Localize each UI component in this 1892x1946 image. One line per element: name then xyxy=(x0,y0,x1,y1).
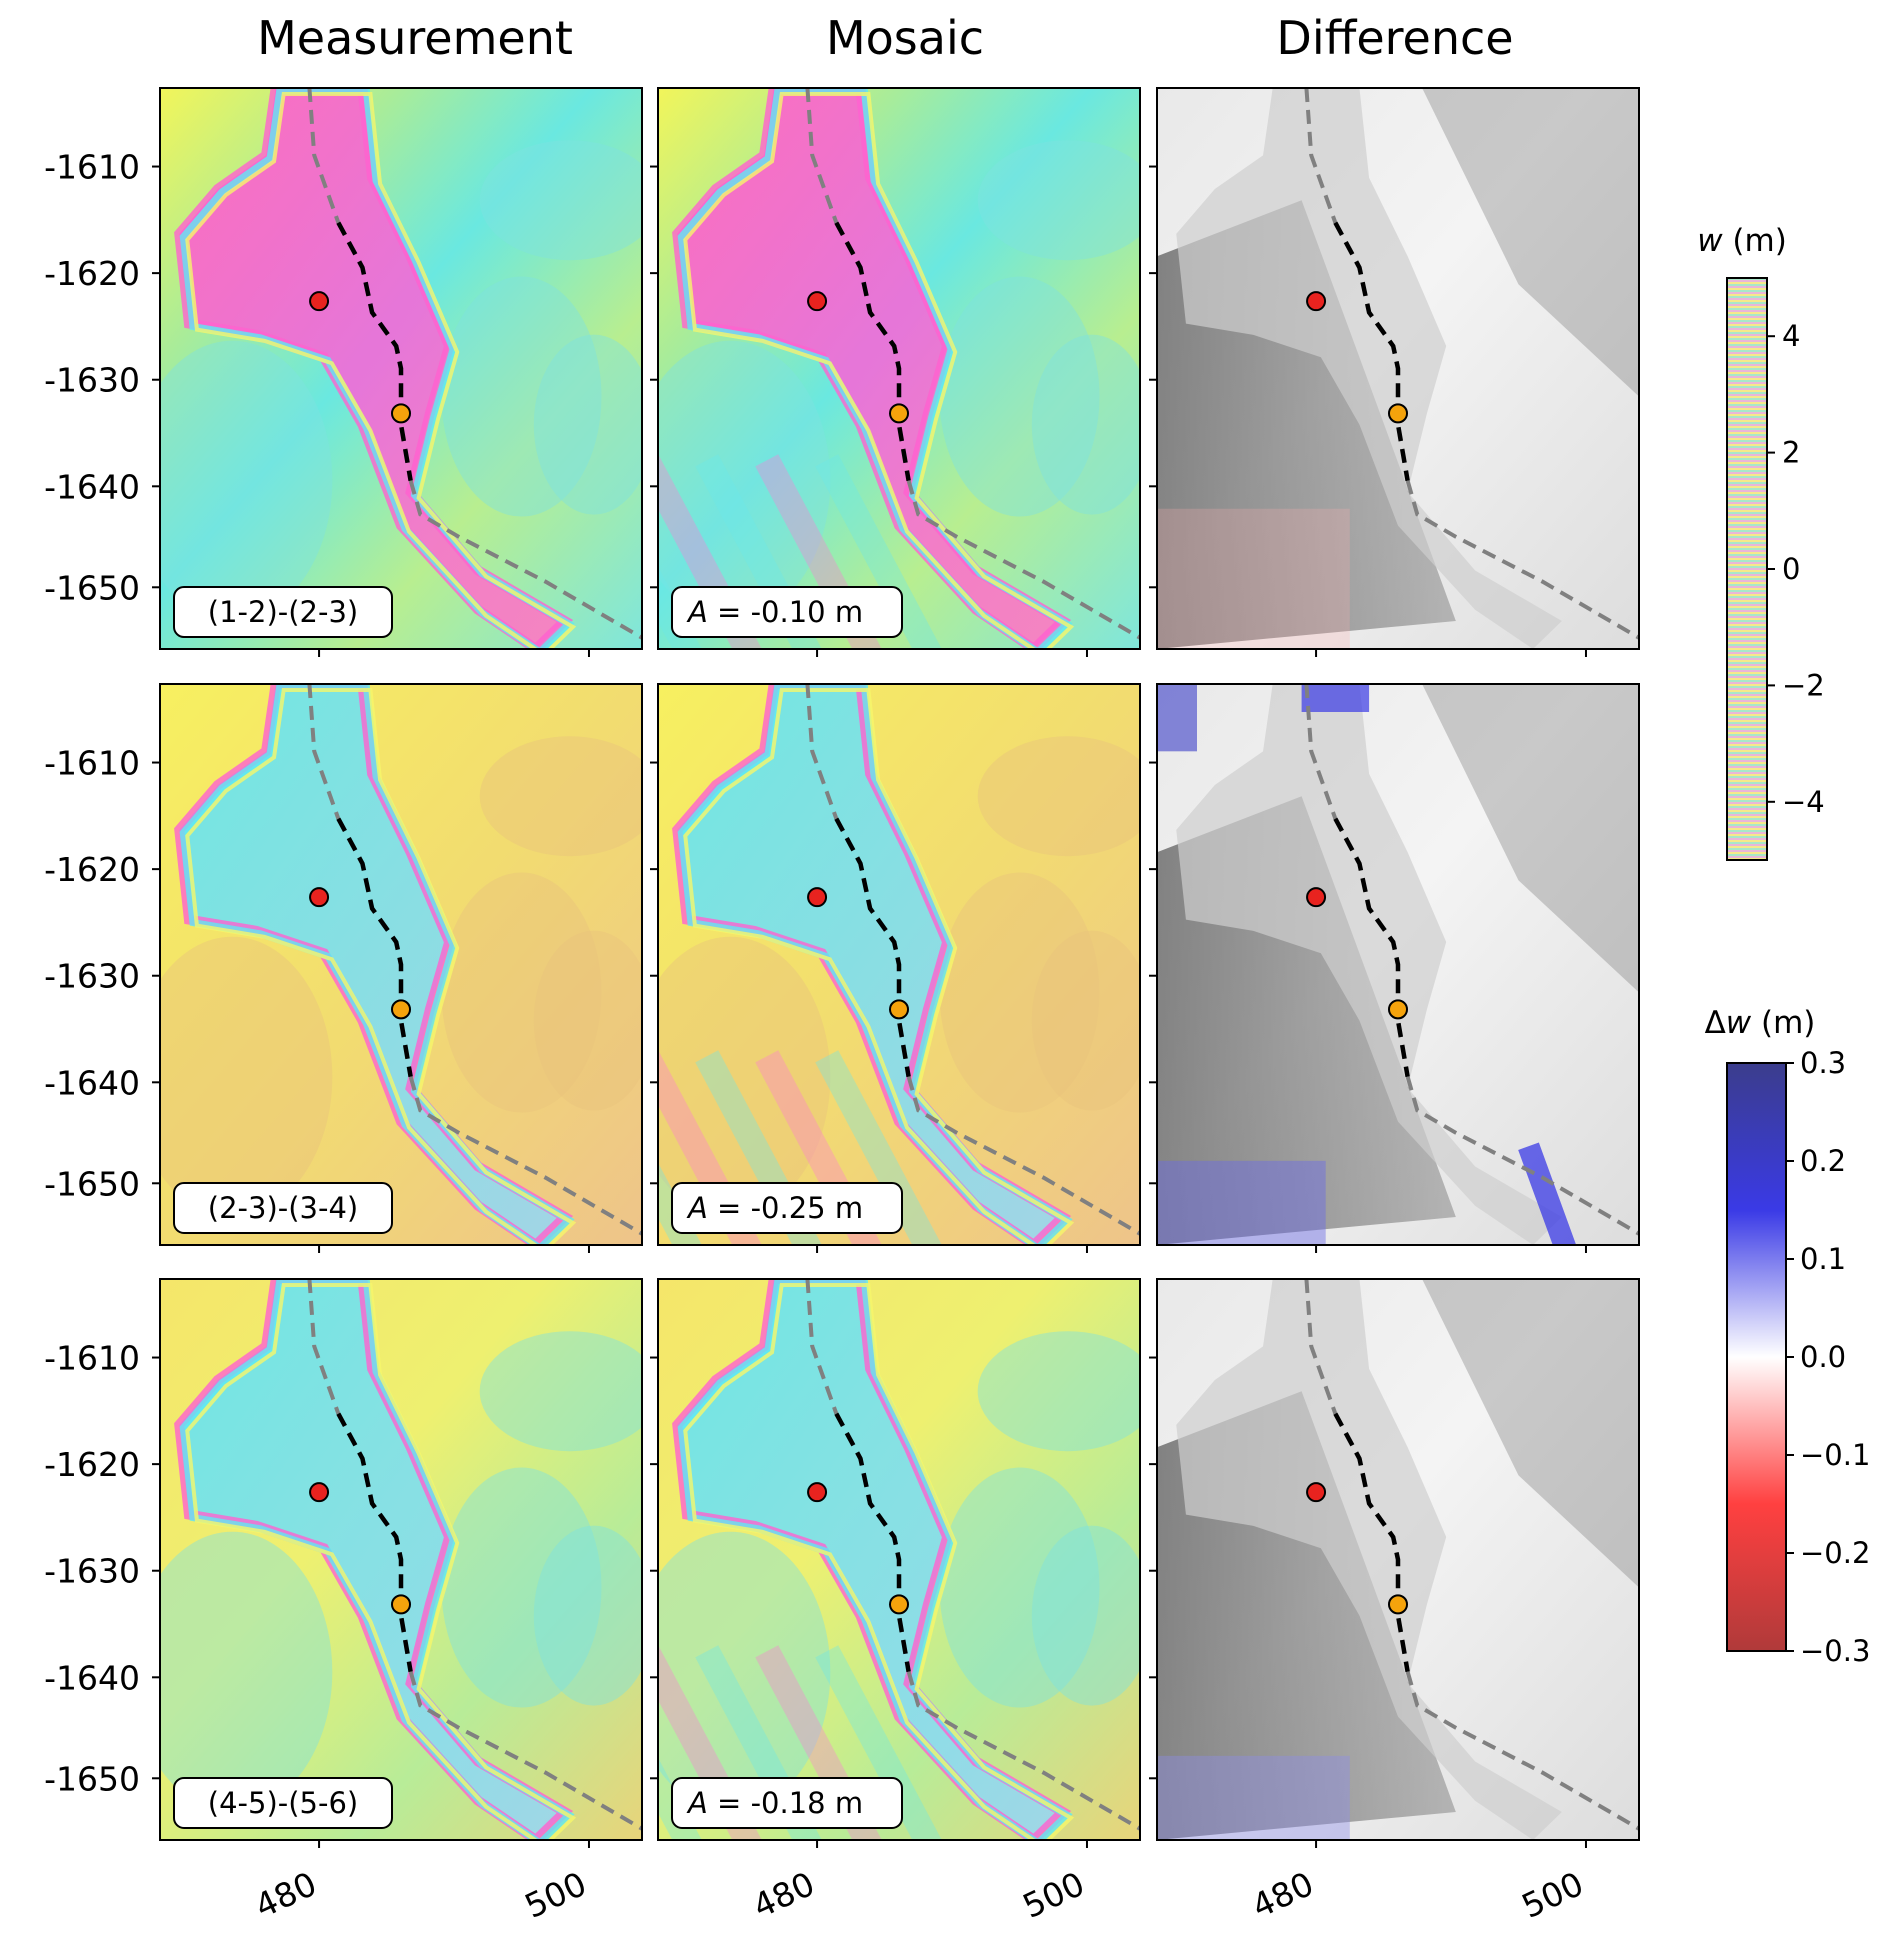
y-tick-label: -1620 xyxy=(44,254,140,293)
measurement-pair-label: (2-3)-(3-4) xyxy=(208,1191,358,1225)
lower-marker-dot xyxy=(391,403,411,424)
panel-frame xyxy=(1156,683,1640,1246)
panel-frame xyxy=(657,87,1141,650)
colorbar-tick-label: −0.2 xyxy=(1800,1536,1870,1570)
y-tick-label: -1640 xyxy=(44,467,140,506)
colorbar-w-ticks: 4 2 0 −2 −4 xyxy=(1767,319,1825,819)
lower-marker-dot xyxy=(1388,1594,1408,1615)
y-tick-label: -1610 xyxy=(44,148,140,187)
panel-frame xyxy=(1156,87,1640,650)
upper-marker-dot xyxy=(1306,291,1327,312)
colorbar-dw-bar xyxy=(1726,1062,1787,1652)
mosaic-amplitude-label: A = -0.10 m xyxy=(686,595,863,629)
x-tick-labels: 480 500 480 500 480 500 xyxy=(249,1864,1589,1926)
colorbar-w-bar xyxy=(1726,277,1768,861)
y-tick-label: -1610 xyxy=(44,1339,140,1378)
colorbar-tick-label: −2 xyxy=(1782,668,1825,702)
x-tick-label: 500 xyxy=(1516,1864,1590,1926)
y-tick-label: -1650 xyxy=(44,568,140,607)
colorbar-tick-label: −4 xyxy=(1782,785,1825,819)
lower-marker-dot xyxy=(391,1594,411,1615)
upper-marker-dot xyxy=(309,887,330,908)
panel-mosaic-row-3: A = -0.18 m xyxy=(650,1278,1141,1848)
column-title-mosaic: Mosaic xyxy=(826,11,984,65)
x-tick-label: 500 xyxy=(1017,1864,1091,1926)
colorbar-w: w (m) 4 2 0 −2 −4 xyxy=(1697,223,1825,861)
y-tick-label: -1650 xyxy=(44,1164,140,1203)
panel-grid: (1-2)-(2-3) A = -0.10 m (2-3)-(3-4) A = -0.… xyxy=(152,87,1640,1848)
y-tick-label: -1630 xyxy=(44,957,140,996)
x-tick-label: 500 xyxy=(519,1864,593,1926)
lower-marker-dot xyxy=(391,999,411,1020)
x-tick-label: 480 xyxy=(747,1864,821,1926)
colorbar-tick-label: 0.1 xyxy=(1800,1242,1846,1276)
lower-marker-dot xyxy=(1388,999,1408,1020)
colorbar-dw-ticks: 0.3 0.2 0.1 0.0 −0.1 −0.2 −0.3 xyxy=(1786,1046,1870,1668)
colorbar-dw-label: Δw (m) xyxy=(1705,1005,1816,1041)
colorbar-w-label: w (m) xyxy=(1697,223,1787,259)
panel-frame xyxy=(159,87,643,650)
column-title-measurement: Measurement xyxy=(257,11,573,65)
lower-marker-dot xyxy=(889,403,909,424)
mosaic-amplitude-label: A = -0.18 m xyxy=(686,1786,863,1820)
y-tick-label: -1630 xyxy=(44,1552,140,1591)
lower-marker-dot xyxy=(889,1594,909,1615)
panel-difference-row-1 xyxy=(1149,87,1640,657)
panel-mosaic-row-1: A = -0.10 m xyxy=(650,87,1141,657)
column-title-difference: Difference xyxy=(1276,11,1513,65)
measurement-pair-label: (4-5)-(5-6) xyxy=(208,1786,358,1820)
panel-mosaic-row-2: A = -0.25 m xyxy=(650,683,1141,1253)
upper-marker-dot xyxy=(1306,887,1327,908)
y-tick-label: -1640 xyxy=(44,1063,140,1102)
x-tick-label: 480 xyxy=(249,1864,323,1926)
panel-frame xyxy=(657,683,1141,1246)
panel-measurement-row-1: (1-2)-(2-3) xyxy=(152,87,643,657)
colorbar-tick-label: 2 xyxy=(1782,436,1800,470)
colorbar-tick-label: 0.0 xyxy=(1800,1340,1846,1374)
upper-marker-dot xyxy=(807,291,828,312)
upper-marker-dot xyxy=(807,1482,828,1503)
colorbar-tick-label: 4 xyxy=(1782,319,1800,353)
mosaic-amplitude-label: A = -0.25 m xyxy=(686,1191,863,1225)
x-tick-label: 480 xyxy=(1246,1864,1320,1926)
y-tick-label: -1640 xyxy=(44,1658,140,1697)
upper-marker-dot xyxy=(1306,1482,1327,1503)
y-tick-label: -1630 xyxy=(44,361,140,400)
colorbar-tick-label: 0.3 xyxy=(1800,1046,1846,1080)
y-tick-label: -1620 xyxy=(44,1445,140,1484)
colorbar-tick-label: −0.1 xyxy=(1800,1438,1870,1472)
panel-frame xyxy=(657,1278,1141,1841)
lower-marker-dot xyxy=(1388,403,1408,424)
upper-marker-dot xyxy=(309,291,330,312)
colorbar-tick-label: −0.3 xyxy=(1800,1634,1870,1668)
panel-measurement-row-2: (2-3)-(3-4) xyxy=(152,683,643,1253)
panel-difference-row-2 xyxy=(1149,683,1640,1253)
y-tick-labels: -1610 -1620 -1630 -1640 -1650 -1610 -1620 -1630… xyxy=(44,148,140,1799)
panel-frame xyxy=(159,1278,643,1841)
panel-difference-row-3 xyxy=(1149,1278,1640,1848)
panel-frame xyxy=(1156,1278,1640,1841)
colorbar-tick-label: 0.2 xyxy=(1800,1144,1846,1178)
measurement-pair-label: (1-2)-(2-3) xyxy=(208,595,358,629)
upper-marker-dot xyxy=(807,887,828,908)
lower-marker-dot xyxy=(889,999,909,1020)
colorbar-tick-label: 0 xyxy=(1782,552,1800,586)
panel-frame xyxy=(159,683,643,1246)
y-tick-label: -1620 xyxy=(44,850,140,889)
upper-marker-dot xyxy=(309,1482,330,1503)
column-titles: Measurement Mosaic Difference xyxy=(257,11,1513,65)
colorbar-dw: Δw (m) 0.3 0.2 0.1 0.0 −0.1 −0.2 −0.3 xyxy=(1705,1005,1871,1668)
y-tick-label: -1610 xyxy=(44,744,140,783)
panel-measurement-row-3: (4-5)-(5-6) xyxy=(152,1278,643,1848)
y-tick-label: -1650 xyxy=(44,1759,140,1798)
